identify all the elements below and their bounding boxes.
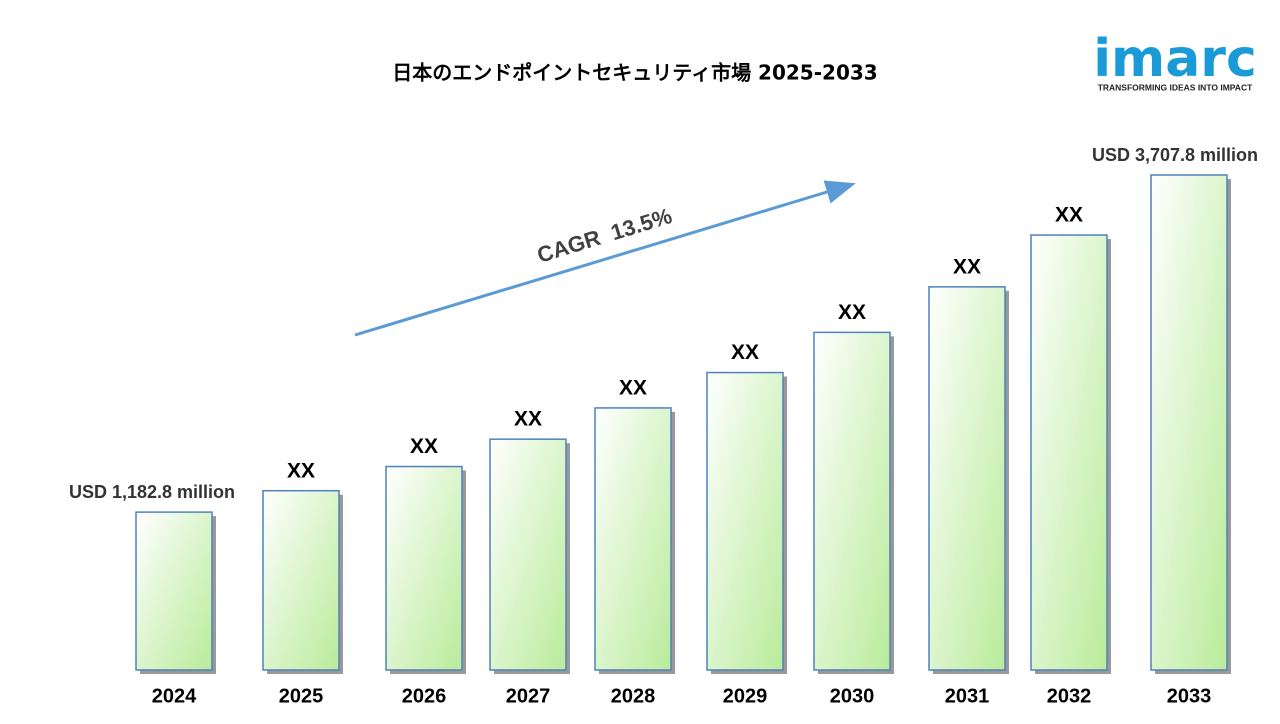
value-label: XX bbox=[410, 435, 438, 458]
x-tick-label: 2029 bbox=[723, 685, 768, 707]
logo-name: imarc bbox=[1093, 29, 1257, 89]
x-tick-label: 2024 bbox=[152, 685, 197, 707]
value-label: XX bbox=[1055, 204, 1083, 227]
value-label: USD 1,182.8 million bbox=[69, 482, 235, 502]
value-label: XX bbox=[953, 255, 981, 278]
x-tick-label: 2028 bbox=[611, 685, 656, 707]
bar bbox=[1030, 234, 1108, 671]
bar bbox=[706, 371, 784, 671]
bar bbox=[262, 489, 340, 671]
chart-title: 日本のエンドポイントセキュリティ市場 2025-2033 bbox=[392, 61, 877, 85]
x-tick-label: 2025 bbox=[279, 685, 324, 707]
bar bbox=[1150, 174, 1228, 671]
value-label: XX bbox=[514, 408, 542, 431]
bar bbox=[813, 331, 891, 671]
value-label: XX bbox=[838, 301, 866, 324]
cagr-arrow bbox=[354, 180, 856, 337]
x-tick-label: 2031 bbox=[945, 685, 990, 707]
bar bbox=[928, 286, 1006, 671]
bar bbox=[594, 407, 672, 671]
logo: imarc TRANSFORMING IDEAS INTO IMPACT bbox=[1093, 29, 1257, 92]
value-label: XX bbox=[731, 341, 759, 364]
value-label: XX bbox=[287, 459, 315, 482]
value-label: XX bbox=[619, 376, 647, 399]
bar bbox=[135, 511, 213, 671]
x-tick-label: 2033 bbox=[1167, 685, 1212, 707]
value-label: USD 3,707.8 million bbox=[1092, 145, 1258, 165]
x-tick-label: 2032 bbox=[1047, 685, 1092, 707]
x-tick-label: 2026 bbox=[402, 685, 447, 707]
bar bbox=[385, 465, 463, 671]
x-tick-label: 2030 bbox=[830, 685, 875, 707]
logo-tagline: TRANSFORMING IDEAS INTO IMPACT bbox=[1098, 82, 1253, 92]
x-tick-label: 2027 bbox=[506, 685, 551, 707]
bar bbox=[489, 438, 567, 671]
